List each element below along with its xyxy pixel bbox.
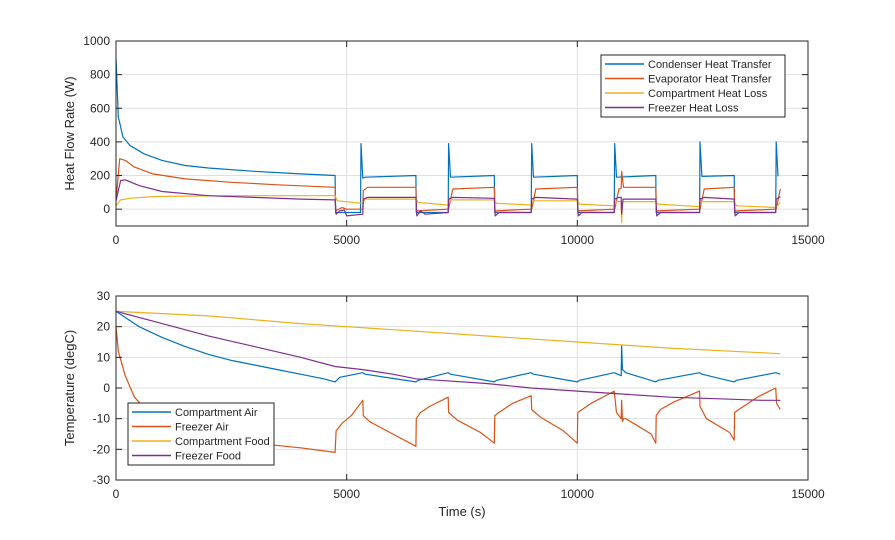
legend-entry: Compartment Air bbox=[175, 407, 258, 419]
legend-entry: Evaporator Heat Transfer bbox=[648, 74, 772, 86]
x-tick-label: 5000 bbox=[333, 487, 360, 501]
x-tick-label: 15000 bbox=[791, 233, 825, 247]
series-line-condenser-heat-transfer bbox=[116, 57, 779, 214]
y-axis-label: Heat Flow Rate (W) bbox=[62, 76, 77, 190]
y-axis-label: Temperature (degC) bbox=[62, 330, 77, 446]
y-tick-label: 1000 bbox=[83, 34, 110, 48]
y-tick-label: 800 bbox=[90, 68, 110, 82]
series-line-freezer-heat-loss bbox=[116, 179, 781, 217]
series-line-compartment-heat-loss bbox=[116, 195, 781, 224]
axes-1: 0 5000 10000 15000 0 200 400 600 800 1000 Heat Flo… bbox=[62, 34, 825, 247]
y-tick-label: -10 bbox=[93, 412, 111, 426]
legend-entry: Freezer Air bbox=[175, 422, 229, 434]
legend-box bbox=[127, 402, 275, 466]
legend-entry: Freezer Heat Loss bbox=[648, 103, 739, 115]
y-tick-label: 20 bbox=[97, 320, 111, 334]
y-tick-label: -30 bbox=[93, 473, 111, 487]
legend-box bbox=[600, 54, 786, 118]
x-axis-label: Time (s) bbox=[438, 504, 485, 519]
y-tick-label: 30 bbox=[97, 289, 111, 303]
y-tick-label: 400 bbox=[90, 135, 110, 149]
legend: Condenser Heat Transfer Evaporator Heat T… bbox=[600, 54, 786, 118]
x-tick-label: 0 bbox=[113, 233, 120, 247]
x-tick-label: 10000 bbox=[561, 233, 595, 247]
legend-entry: Compartment Food bbox=[175, 436, 270, 448]
y-tick-label: 200 bbox=[90, 169, 110, 183]
x-tick-label: 10000 bbox=[561, 487, 595, 501]
y-tick-label: -20 bbox=[93, 442, 111, 456]
series-line-freezer-food bbox=[116, 310, 781, 401]
axes-box bbox=[115, 40, 809, 227]
x-tick-label: 15000 bbox=[791, 487, 825, 501]
legend-entry: Compartment Heat Loss bbox=[648, 88, 768, 100]
legend: Compartment Air Freezer Air Compartment Fo… bbox=[127, 402, 275, 466]
series-line-freezer-air bbox=[116, 326, 781, 453]
axes-2: 0 5000 10000 15000 -30 -20 -10 0 10 20 30 Temperatu… bbox=[62, 289, 825, 519]
y-tick-label: 10 bbox=[97, 350, 111, 364]
y-tick-label: 600 bbox=[90, 101, 110, 115]
x-tick-label: 5000 bbox=[333, 233, 360, 247]
legend-entry: Freezer Food bbox=[175, 451, 241, 463]
series-line-compartment-air bbox=[116, 310, 781, 383]
series-line-compartment-food bbox=[116, 310, 781, 355]
y-tick-label: 0 bbox=[103, 202, 110, 216]
y-tick-label: 0 bbox=[103, 381, 110, 395]
x-tick-label: 0 bbox=[113, 487, 120, 501]
legend-entry: Condenser Heat Transfer bbox=[648, 59, 772, 71]
